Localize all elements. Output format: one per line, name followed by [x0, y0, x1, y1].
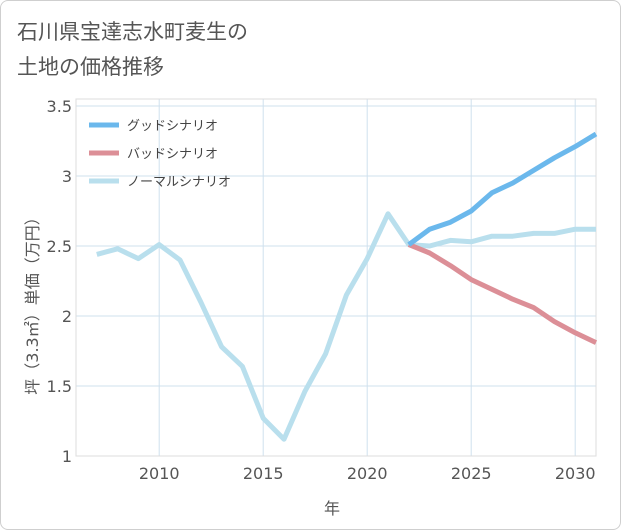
x-tick-label: 2015: [243, 464, 284, 483]
title-line-1: 石川県宝達志水町麦生の: [17, 20, 248, 44]
x-tick-label: 2025: [451, 464, 492, 483]
y-tick-label: 3: [62, 167, 72, 186]
x-tick-labels: 2010 2015 2020 2025 2030: [139, 464, 596, 483]
series-lines: [96, 131, 598, 442]
y-tick-label: 3.5: [47, 97, 72, 116]
series-line: [96, 211, 596, 442]
series-line: [407, 131, 598, 247]
y-tick-label: 1: [62, 447, 72, 466]
title-line-2: 土地の価格推移: [17, 55, 164, 79]
y-tick-label: 2.5: [47, 237, 72, 256]
y-tick-label: 1.5: [47, 377, 72, 396]
chart-title: 石川県宝達志水町麦生の 土地の価格推移: [17, 15, 577, 85]
x-axis-label: 年: [324, 499, 340, 518]
legend-label: グッドシナリオ: [127, 119, 218, 134]
y-tick-labels: 1 1.5 2 2.5 3 3.5: [47, 97, 72, 466]
x-tick-label: 2010: [139, 464, 180, 483]
x-tick-label: 2020: [347, 464, 388, 483]
x-tick-label: 2030: [555, 464, 596, 483]
series-line: [407, 242, 598, 345]
legend-label: バッドシナリオ: [127, 147, 218, 162]
y-tick-label: 2: [62, 307, 72, 326]
y-axis-label: 坪（3.3㎡）単価（万円）: [23, 209, 42, 394]
plot-area: [75, 98, 597, 457]
legend-label: ノーマルシナリオ: [127, 175, 231, 190]
